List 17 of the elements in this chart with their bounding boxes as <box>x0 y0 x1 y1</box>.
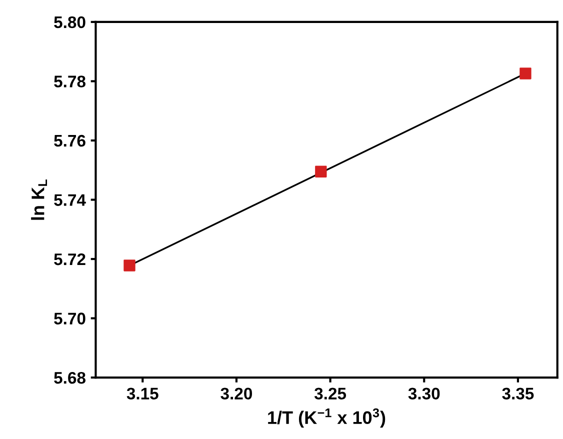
y-tick-label: 5.68 <box>54 372 86 384</box>
y-tick-label: 5.80 <box>54 16 86 28</box>
y-tick-label: 5.76 <box>54 134 86 147</box>
x-tick-label: 3.20 <box>220 388 252 400</box>
x-tick-label: 3.25 <box>314 388 346 400</box>
y-axis-title: ln K$_{L}$ <box>31 179 48 220</box>
y-tick-label: 5.72 <box>54 253 86 266</box>
point <box>520 68 532 80</box>
y-tick-label: 5.78 <box>54 76 86 88</box>
x-tick-label: 3.15 <box>126 388 158 400</box>
point <box>315 166 327 178</box>
point <box>124 260 136 272</box>
y-tick-label: 5.70 <box>54 312 86 324</box>
x-axis-title: 1/T (K$^{−1}$ x 10$^{3}$) <box>268 408 386 428</box>
x-tick-label: 3.35 <box>502 388 534 400</box>
y-tick-label: 5.74 <box>54 194 86 206</box>
x-tick-label: 3.30 <box>408 388 440 400</box>
